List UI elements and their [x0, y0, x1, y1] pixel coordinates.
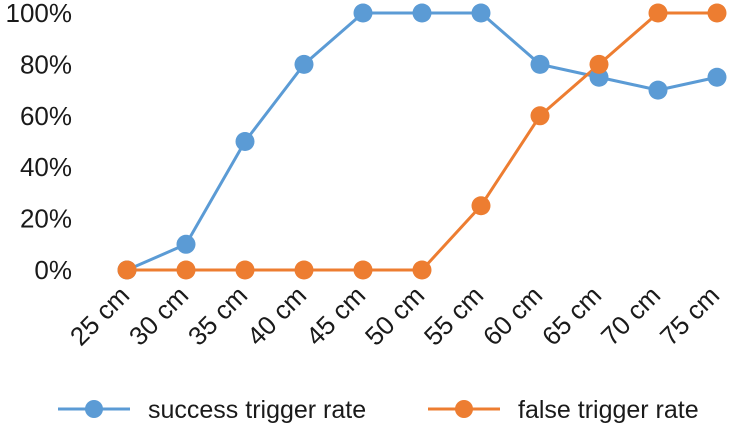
data-point-1-6 — [471, 196, 491, 216]
x-tick-label: 60 cm — [477, 280, 548, 351]
data-point-1-5 — [412, 260, 432, 280]
y-tick-label: 40% — [20, 152, 72, 182]
data-point-1-8 — [589, 54, 609, 74]
data-point-1-4 — [353, 260, 373, 280]
legend-item-success: success trigger rate — [58, 396, 366, 424]
series-line-1 — [127, 11, 717, 272]
x-tick-label: 50 cm — [359, 280, 430, 351]
data-point-0-9 — [648, 80, 668, 100]
data-point-1-2 — [235, 260, 255, 280]
data-point-0-1 — [176, 234, 196, 254]
y-axis-ticks: 0% 20% 40% 60% 80% 100% — [6, 0, 73, 285]
x-tick-label: 65 cm — [536, 280, 607, 351]
data-point-0-7 — [530, 54, 550, 74]
x-tick-label: 40 cm — [241, 280, 312, 351]
series-lines — [126, 11, 718, 272]
y-tick-label: 80% — [20, 49, 72, 79]
data-point-0-2 — [235, 132, 255, 151]
series-line-0 — [126, 11, 718, 272]
data-point-1-3 — [294, 260, 314, 280]
data-point-0-6 — [471, 3, 491, 23]
x-tick-label: 45 cm — [300, 280, 371, 351]
data-point-1-1 — [176, 260, 196, 280]
data-point-1-10 — [707, 3, 727, 23]
legend-swatch-marker — [455, 400, 473, 418]
data-point-0-3 — [294, 54, 314, 74]
x-tick-label: 70 cm — [595, 280, 666, 351]
legend-label-false: false trigger rate — [518, 396, 699, 424]
x-tick-label: 35 cm — [182, 280, 253, 351]
series-points — [117, 3, 727, 280]
y-tick-label: 20% — [20, 204, 72, 234]
x-tick-label: 25 cm — [64, 280, 135, 351]
y-tick-label: 60% — [20, 101, 72, 131]
data-point-1-9 — [648, 3, 668, 23]
y-tick-label: 100% — [6, 0, 73, 28]
legend: success trigger rate false trigger rate — [58, 396, 699, 424]
data-point-0-5 — [412, 3, 432, 23]
data-point-1-7 — [530, 106, 550, 126]
legend-item-false: false trigger rate — [428, 396, 699, 424]
data-point-0-10 — [707, 67, 727, 87]
data-point-1-0 — [117, 260, 137, 280]
legend-label-success: success trigger rate — [148, 396, 366, 424]
x-tick-label: 75 cm — [654, 280, 725, 351]
x-tick-label: 55 cm — [418, 280, 489, 351]
legend-swatch-marker — [85, 400, 103, 418]
x-tick-label: 30 cm — [123, 280, 194, 351]
data-point-0-4 — [353, 3, 373, 23]
y-tick-label: 0% — [34, 255, 72, 285]
